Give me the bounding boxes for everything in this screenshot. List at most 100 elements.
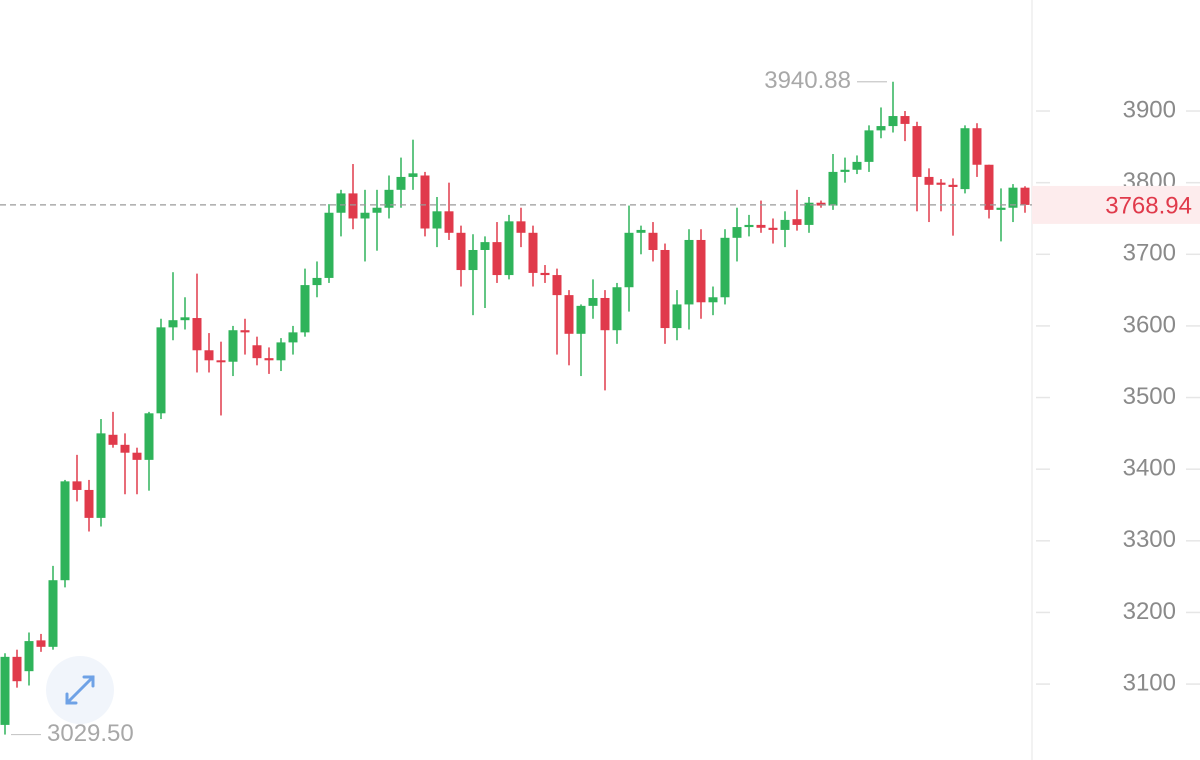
- y-tick-label: 3700: [1123, 240, 1176, 267]
- candle-body: [96, 433, 106, 518]
- last-price-label: 3768.94: [1105, 192, 1192, 219]
- candle-body: [504, 221, 514, 276]
- y-tick-label: 3100: [1123, 669, 1176, 696]
- candle-body: [12, 656, 22, 682]
- candle-body: [108, 434, 118, 445]
- candle-body: [840, 169, 850, 172]
- candle-body: [684, 239, 694, 305]
- candle-body: [780, 219, 790, 230]
- candle-body: [48, 580, 58, 647]
- candle-body: [804, 202, 814, 225]
- last-price-box: [1032, 185, 1200, 224]
- candle-body: [876, 126, 886, 131]
- candle-body: [996, 207, 1006, 210]
- y-tick-label: 3200: [1123, 598, 1176, 625]
- candle-body: [204, 350, 214, 361]
- candle-body: [228, 330, 238, 362]
- max-label: 3940.88: [764, 67, 851, 94]
- candle-body: [552, 275, 562, 296]
- expand-icon[interactable]: [65, 675, 95, 705]
- candle-body: [588, 297, 598, 306]
- candle-body: [144, 413, 154, 460]
- y-tick-label: 3500: [1123, 383, 1176, 410]
- candle-body: [324, 212, 334, 278]
- candle-body: [828, 171, 838, 206]
- candle-body: [756, 224, 766, 228]
- candle-body: [216, 360, 226, 363]
- candle-body: [1008, 187, 1018, 208]
- candle-body: [732, 227, 742, 238]
- candle-body: [300, 285, 310, 333]
- candle-body: [264, 358, 274, 361]
- candle-body: [768, 227, 778, 230]
- candle-body: [84, 489, 94, 518]
- candle-body: [864, 130, 874, 162]
- candle-body: [420, 175, 430, 229]
- candle-body: [924, 176, 934, 185]
- candle-body: [972, 128, 982, 165]
- candle-body: [984, 164, 994, 210]
- candle-body: [516, 221, 526, 233]
- candle-body: [648, 232, 658, 250]
- candle-body: [948, 184, 958, 187]
- candle-body: [396, 176, 406, 190]
- candle-body: [540, 272, 550, 276]
- candle-body: [336, 193, 346, 213]
- candle-body: [600, 297, 610, 331]
- candle-body: [636, 229, 646, 233]
- candle-body: [492, 242, 502, 276]
- candle-body: [816, 202, 826, 206]
- candle-body: [168, 320, 178, 328]
- candle-body: [480, 242, 490, 250]
- candle-body: [24, 641, 34, 672]
- candle-body: [900, 116, 910, 124]
- candle-body: [288, 332, 298, 343]
- candle-body: [72, 481, 82, 490]
- candle-body: [708, 297, 718, 303]
- candle-body: [888, 116, 898, 127]
- candle-body: [468, 249, 478, 271]
- candle-body: [456, 232, 466, 271]
- candle-body: [156, 327, 166, 414]
- candle-body: [60, 481, 70, 581]
- candle-body: [792, 219, 802, 225]
- candle-body: [960, 128, 970, 190]
- candle-body: [240, 330, 250, 333]
- candle-body: [360, 212, 370, 219]
- candle-body: [720, 237, 730, 298]
- candle-body: [444, 211, 454, 233]
- candle-body: [624, 232, 634, 288]
- candle-body: [180, 317, 190, 321]
- candle-body: [348, 193, 358, 219]
- y-tick-label: 3600: [1123, 311, 1176, 338]
- candle-body: [384, 189, 394, 208]
- candle-body: [744, 224, 754, 228]
- candle-body: [408, 173, 418, 177]
- candle-body: [696, 239, 706, 303]
- candle-body: [252, 345, 262, 359]
- candle-body: [432, 211, 442, 229]
- candle-body: [192, 318, 202, 351]
- candle-body: [660, 249, 670, 329]
- candle-body: [132, 452, 142, 460]
- candle-body: [612, 287, 622, 331]
- candle-body: [852, 161, 862, 170]
- candle-body: [672, 304, 682, 329]
- candle-body: [936, 182, 946, 185]
- candle-body: [0, 656, 10, 725]
- candle-body: [372, 207, 382, 213]
- candle-body: [528, 232, 538, 273]
- y-tick-label: 3400: [1123, 455, 1176, 482]
- expand-button[interactable]: [46, 656, 114, 724]
- candle-body: [576, 305, 586, 334]
- candle-body: [120, 444, 130, 453]
- y-tick-label: 3900: [1123, 96, 1176, 123]
- candle-body: [912, 126, 922, 177]
- candle-body: [564, 295, 574, 334]
- candle-body: [276, 342, 286, 361]
- min-label: 3029.50: [47, 720, 134, 747]
- y-tick-label: 3300: [1123, 526, 1176, 553]
- candle-body: [36, 640, 46, 647]
- candle-body: [312, 277, 322, 286]
